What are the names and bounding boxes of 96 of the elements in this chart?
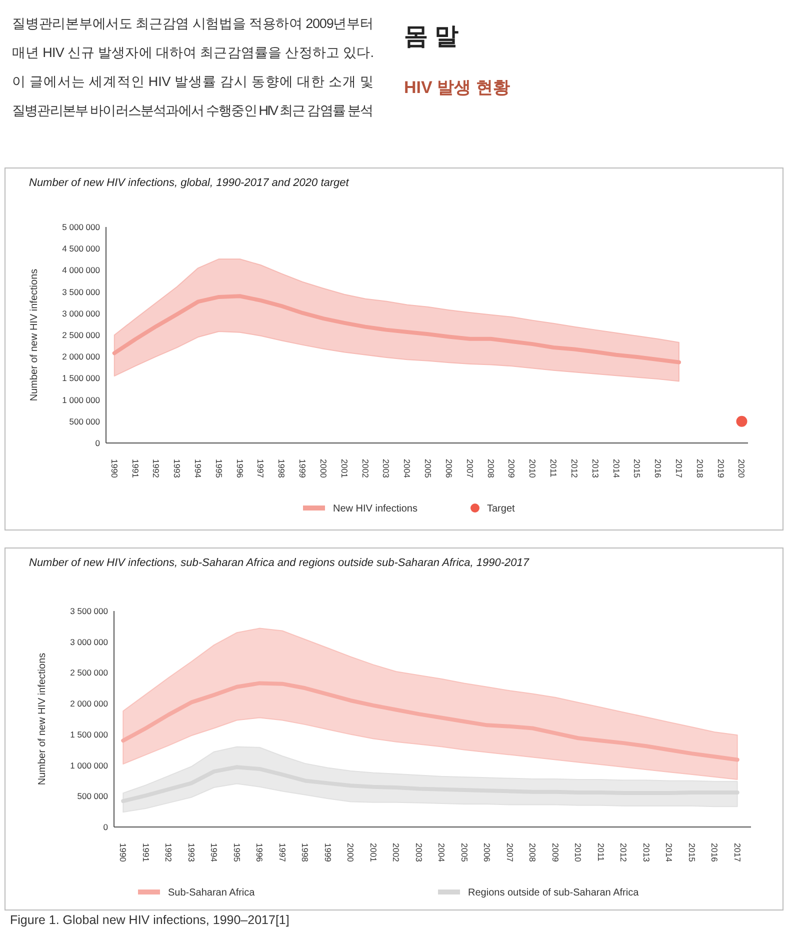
x-tick-label: 2016 bbox=[653, 459, 664, 478]
x-tick-label: 2014 bbox=[611, 459, 622, 478]
x-tick-label: 1994 bbox=[193, 459, 204, 478]
x-tick-label: 1996 bbox=[234, 459, 245, 478]
x-tick-label: 1991 bbox=[130, 459, 140, 478]
legend-label: Regions outside of sub-Saharan Africa bbox=[468, 888, 640, 898]
x-tick-label: 2013 bbox=[641, 843, 652, 862]
x-tick-label: 1990 bbox=[118, 843, 128, 862]
x-tick-label: 2005 bbox=[459, 843, 470, 862]
x-tick-label: 1999 bbox=[322, 843, 333, 862]
x-tick-label: 2002 bbox=[360, 459, 370, 478]
x-tick-label: 1998 bbox=[300, 843, 310, 862]
x-tick-label: 1998 bbox=[276, 459, 287, 478]
x-tick-label: 2008 bbox=[486, 459, 496, 478]
x-tick-label: 1996 bbox=[254, 843, 265, 862]
x-tick-label: 2001 bbox=[368, 843, 378, 862]
legend-label: Sub-Saharan Africa bbox=[168, 888, 256, 898]
x-tick-label: 2015 bbox=[632, 459, 642, 478]
x-tick-label: 2015 bbox=[686, 843, 697, 862]
text: 질병관리본부 바이러스분석과에서 수행중인 HIV 최근 감염률 분석 bbox=[12, 103, 374, 118]
x-tick-label: 2013 bbox=[590, 459, 600, 478]
x-tick-label: 2014 bbox=[664, 843, 674, 862]
y-tick-label: 1 000 000 bbox=[70, 760, 108, 770]
y-tick-label: 1 500 000 bbox=[62, 373, 100, 384]
x-tick-label: 1993 bbox=[172, 459, 182, 478]
line-series bbox=[121, 681, 740, 762]
x-tick-label: 2020 bbox=[736, 459, 747, 478]
x-tick-label: 2004 bbox=[436, 843, 447, 862]
x-tick-label: 2011 bbox=[548, 459, 559, 478]
y-tick-label: 500 000 bbox=[77, 791, 108, 802]
y-tick-label: 2 500 000 bbox=[70, 668, 108, 678]
chart-title: Number of new HIV infections, global, 1990-2017 and 2020 target bbox=[29, 177, 350, 189]
x-tick-label: 1997 bbox=[277, 843, 288, 862]
caption: Figure 1. Global new HIV infections, 1990–2017[1] bbox=[10, 913, 290, 927]
x-tick-label: 1993 bbox=[186, 843, 196, 862]
y-tick-label: 2 500 000 bbox=[62, 330, 100, 340]
x-tick-label: 2002 bbox=[391, 843, 402, 862]
x-tick-label: 2016 bbox=[710, 843, 720, 862]
x-tick-label: 2004 bbox=[402, 459, 412, 478]
x-tick-label: 2008 bbox=[528, 843, 538, 862]
x-tick-label: 1997 bbox=[256, 459, 266, 478]
x-tick-label: 2007 bbox=[504, 843, 515, 862]
x-tick-label: 1995 bbox=[214, 459, 224, 478]
text: 질병관리본부에서도 최근감염 시험법을 적용하여 2009년부터 bbox=[12, 16, 374, 31]
x-tick-label: 2011 bbox=[596, 843, 606, 862]
y-tick-label: 4 000 000 bbox=[62, 265, 100, 276]
y-tick-label: 3 000 000 bbox=[70, 636, 108, 647]
x-tick-label: 2006 bbox=[482, 843, 492, 862]
legend-label: New HIV infections bbox=[333, 504, 418, 514]
x-tick-label: 2000 bbox=[346, 843, 356, 862]
x-tick-label: 1995 bbox=[232, 843, 242, 862]
x-tick-label: 2018 bbox=[694, 459, 705, 478]
x-tick-label: 2017 bbox=[732, 843, 742, 862]
text: 매년 HIV 신규 발생자에 대하여 최근감염률을 산정하고 있다. bbox=[12, 45, 374, 60]
y-axis-title: Number of new HIV infections bbox=[37, 652, 48, 786]
x-tick-label: 2012 bbox=[618, 843, 629, 862]
x-tick-label: 2005 bbox=[423, 459, 434, 478]
x-tick-label: 2009 bbox=[506, 459, 517, 478]
y-tick-label: 3 500 000 bbox=[70, 606, 108, 616]
x-tick-label: 2012 bbox=[569, 459, 580, 478]
y-tick-label: 1 000 000 bbox=[62, 394, 100, 405]
x-tick-label: 2007 bbox=[464, 459, 475, 478]
x-tick-label: 2010 bbox=[573, 843, 584, 862]
x-tick-label: 2003 bbox=[381, 459, 392, 478]
y-tick-label: 2 000 000 bbox=[70, 698, 108, 709]
line-series bbox=[121, 765, 740, 804]
x-tick-label: 1992 bbox=[164, 843, 174, 862]
x-tick-label: 2001 bbox=[339, 459, 350, 478]
x-tick-label: 1992 bbox=[151, 459, 162, 478]
y-tick-label: 3 500 000 bbox=[62, 286, 100, 297]
x-tick-label: 2017 bbox=[674, 459, 684, 478]
y-tick-label: 3 000 000 bbox=[62, 308, 100, 318]
x-tick-label: 2010 bbox=[528, 459, 538, 478]
y-tick-label: 1 500 000 bbox=[70, 729, 108, 740]
y-tick-label: 500 000 bbox=[69, 416, 100, 426]
x-tick-label: 1991 bbox=[140, 843, 151, 862]
y-axis-title: Number of new HIV infections bbox=[29, 268, 40, 402]
x-tick-label: 1999 bbox=[298, 459, 308, 478]
y-tick-label: 0 bbox=[95, 438, 100, 448]
text: 몸 말 bbox=[404, 23, 459, 50]
x-tick-label: 2003 bbox=[414, 843, 424, 862]
y-tick-label: 4 500 000 bbox=[62, 244, 100, 254]
legend-label: Target bbox=[487, 504, 516, 514]
line-series bbox=[112, 294, 681, 364]
x-tick-label: 2019 bbox=[716, 459, 726, 478]
x-tick-label: 1994 bbox=[209, 843, 220, 862]
x-tick-label: 2000 bbox=[318, 459, 328, 478]
chart-title: Number of new HIV infections, sub-Saharan Africa and regions outside sub-Saharan Africa, 1990-2017 bbox=[29, 557, 530, 569]
y-tick-label: 0 bbox=[103, 822, 108, 832]
text: 이 글에서는 세계적인 HIV 발생률 감시 동향에 대한 소개 및 bbox=[12, 74, 374, 89]
x-tick-label: 2006 bbox=[444, 459, 454, 478]
text: HIV 발생 현황 bbox=[404, 78, 510, 97]
y-tick-label: 2 000 000 bbox=[62, 352, 100, 362]
x-tick-label: 1990 bbox=[109, 459, 120, 478]
y-tick-label: 5 000 000 bbox=[62, 222, 100, 232]
x-tick-label: 2009 bbox=[550, 843, 560, 862]
